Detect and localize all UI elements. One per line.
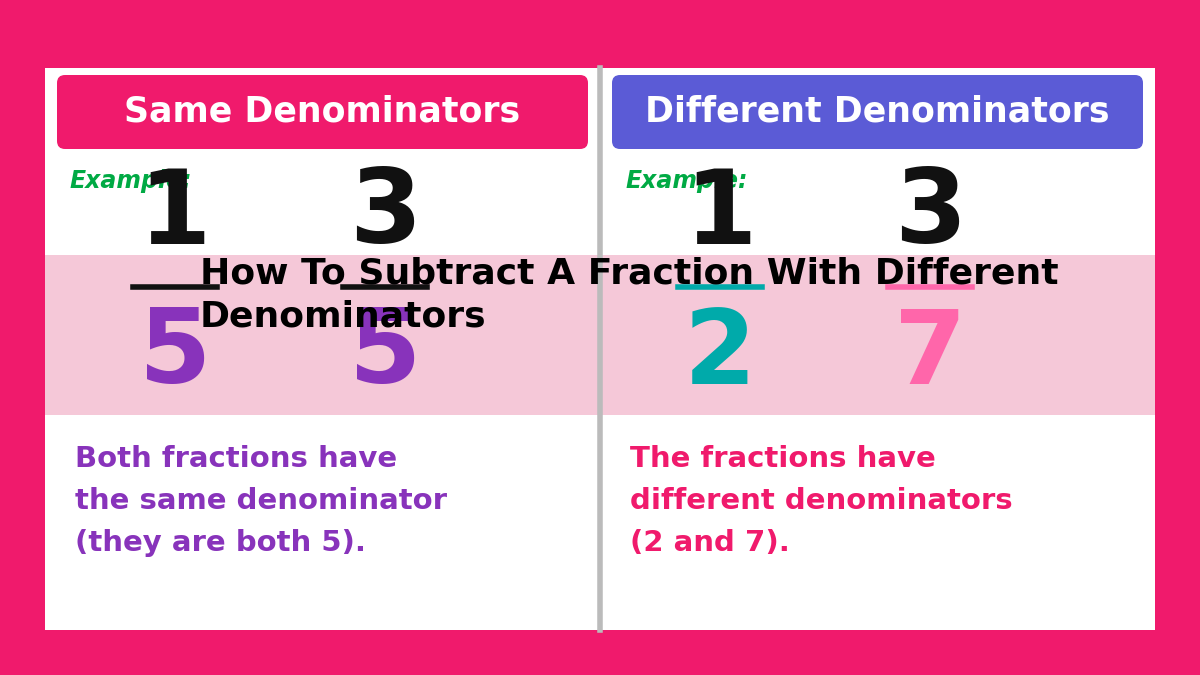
Text: 3: 3: [894, 165, 966, 265]
Bar: [46, 255, 1154, 415]
Text: How To Subtract A Fraction With Different
Denominators: How To Subtract A Fraction With Differen…: [200, 257, 1058, 333]
Text: The fractions have: The fractions have: [630, 445, 936, 473]
Text: 3: 3: [349, 165, 421, 265]
Text: Example:: Example:: [625, 169, 748, 193]
Text: 5: 5: [349, 304, 421, 406]
Text: Both fractions have: Both fractions have: [74, 445, 397, 473]
Text: different denominators: different denominators: [630, 487, 1013, 515]
Text: Different Denominators: Different Denominators: [646, 95, 1110, 129]
Text: Same Denominators: Same Denominators: [125, 95, 521, 129]
Text: Example:: Example:: [70, 169, 192, 193]
Text: 5: 5: [139, 304, 211, 406]
Text: 1: 1: [684, 165, 756, 265]
FancyBboxPatch shape: [612, 75, 1142, 149]
Text: 1: 1: [139, 165, 211, 265]
FancyBboxPatch shape: [58, 75, 588, 149]
Text: 2: 2: [684, 304, 756, 406]
Text: the same denominator: the same denominator: [74, 487, 446, 515]
Text: (they are both 5).: (they are both 5).: [74, 529, 366, 557]
Text: 7: 7: [894, 304, 966, 406]
Bar: [46, 68, 1154, 630]
Text: (2 and 7).: (2 and 7).: [630, 529, 790, 557]
